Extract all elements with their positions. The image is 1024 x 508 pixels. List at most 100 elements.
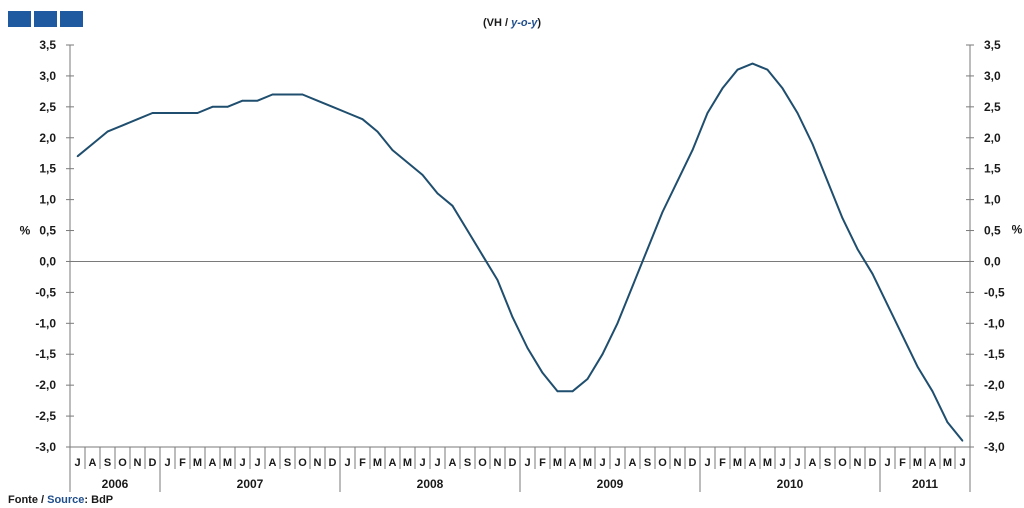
- title-end: ): [537, 17, 542, 29]
- data-point: [376, 130, 379, 133]
- x-tick-label: M: [553, 457, 562, 469]
- x-tick-label: A: [929, 457, 937, 469]
- x-tick-label: D: [869, 457, 877, 469]
- x-tick-label: J: [254, 457, 260, 469]
- y-tick-label-right: 3,5: [984, 38, 1001, 52]
- year-label: 2008: [417, 477, 444, 491]
- data-point: [661, 211, 664, 213]
- x-tick-label: D: [689, 457, 697, 469]
- x-tick-label: J: [884, 457, 890, 469]
- x-tick-label: A: [449, 457, 457, 469]
- chart-title: (VH / y-o-y): [0, 17, 1024, 29]
- x-tick-label: N: [854, 457, 862, 469]
- y-tick-label-right: 2,5: [984, 100, 1001, 114]
- x-tick-label: A: [89, 457, 97, 469]
- data-point: [451, 205, 454, 207]
- x-tick-label: F: [899, 457, 906, 469]
- logo-block: [34, 11, 57, 27]
- x-tick-label: F: [719, 457, 726, 469]
- y-tick-label-left: 0,5: [39, 224, 56, 238]
- data-point: [826, 180, 829, 182]
- data-point: [301, 93, 304, 96]
- title-alt: y-o-y: [511, 17, 538, 29]
- data-point: [691, 149, 694, 151]
- y-axis-title-right: %: [1012, 223, 1023, 237]
- title-main: (VH /: [482, 17, 512, 29]
- y-tick-label-left: -2,0: [35, 378, 56, 392]
- data-point: [196, 112, 199, 114]
- source-main: Fonte /: [8, 494, 48, 506]
- x-tick-label: A: [809, 457, 817, 469]
- x-tick-label: J: [959, 457, 965, 469]
- y-tick-label-left: -1,0: [35, 316, 56, 330]
- x-tick-label: J: [344, 457, 350, 469]
- data-point: [316, 99, 319, 102]
- x-tick-label: M: [943, 457, 952, 469]
- data-point: [496, 279, 499, 281]
- logo-block: [60, 11, 83, 27]
- x-tick-label: F: [359, 457, 366, 469]
- x-tick-label: J: [704, 457, 710, 469]
- data-point: [256, 99, 259, 102]
- year-label: 2009: [597, 477, 624, 491]
- y-tick-label-right: -2,0: [984, 378, 1005, 392]
- source-end: : BdP: [84, 494, 114, 506]
- data-point: [871, 273, 874, 275]
- x-tick-label: M: [763, 457, 772, 469]
- data-point: [361, 118, 364, 121]
- data-point: [646, 248, 649, 250]
- data-point: [421, 174, 424, 176]
- data-point: [631, 285, 634, 288]
- y-tick-label-left: 1,5: [39, 162, 56, 176]
- y-tick-label-right: 0,0: [984, 254, 1001, 268]
- x-tick-label: N: [494, 457, 502, 469]
- data-point: [841, 217, 844, 219]
- x-tick-label: S: [104, 457, 111, 469]
- x-tick-label: N: [674, 457, 682, 469]
- y-tick-label-left: -2,5: [35, 409, 56, 423]
- logo-blocks: [8, 11, 83, 27]
- data-point: [181, 112, 184, 114]
- data-point: [556, 390, 559, 393]
- data-point: [766, 68, 769, 71]
- y-tick-label-right: -1,5: [984, 347, 1005, 361]
- data-point: [271, 93, 274, 96]
- x-tick-label: A: [389, 457, 397, 469]
- y-tick-label-left: 1,0: [39, 193, 56, 207]
- y-tick-label-right: 1,0: [984, 193, 1001, 207]
- y-axis-title-left: %: [20, 224, 31, 238]
- x-tick-label: J: [434, 457, 440, 469]
- x-tick-label: M: [223, 457, 232, 469]
- data-point: [241, 99, 244, 102]
- data-point: [406, 161, 409, 164]
- data-point: [676, 180, 679, 182]
- data-point: [781, 87, 784, 90]
- data-point: [601, 353, 604, 356]
- data-point: [226, 106, 229, 108]
- x-tick-label: S: [464, 457, 471, 469]
- y-tick-label-left: 3,5: [39, 38, 56, 52]
- x-tick-label: F: [539, 457, 546, 469]
- x-tick-label: J: [164, 457, 170, 469]
- source-note: Fonte / Source: BdP: [8, 494, 113, 506]
- x-tick-label: O: [298, 457, 307, 469]
- data-point: [436, 192, 439, 195]
- x-tick-label: D: [509, 457, 517, 469]
- data-point: [481, 254, 484, 257]
- y-tick-label-left: 0,0: [39, 254, 56, 268]
- x-tick-label: M: [193, 457, 202, 469]
- year-label: 2011: [912, 477, 938, 491]
- data-point: [136, 118, 139, 121]
- logo-block: [8, 11, 31, 27]
- data-point: [961, 440, 964, 442]
- x-tick-label: F: [179, 457, 186, 469]
- data-point: [391, 149, 394, 151]
- year-label: 2006: [102, 477, 129, 491]
- data-point: [616, 322, 619, 325]
- x-tick-label: J: [794, 457, 800, 469]
- data-point: [706, 112, 709, 114]
- data-point: [571, 390, 574, 393]
- data-point: [916, 365, 919, 368]
- x-tick-label: J: [599, 457, 605, 469]
